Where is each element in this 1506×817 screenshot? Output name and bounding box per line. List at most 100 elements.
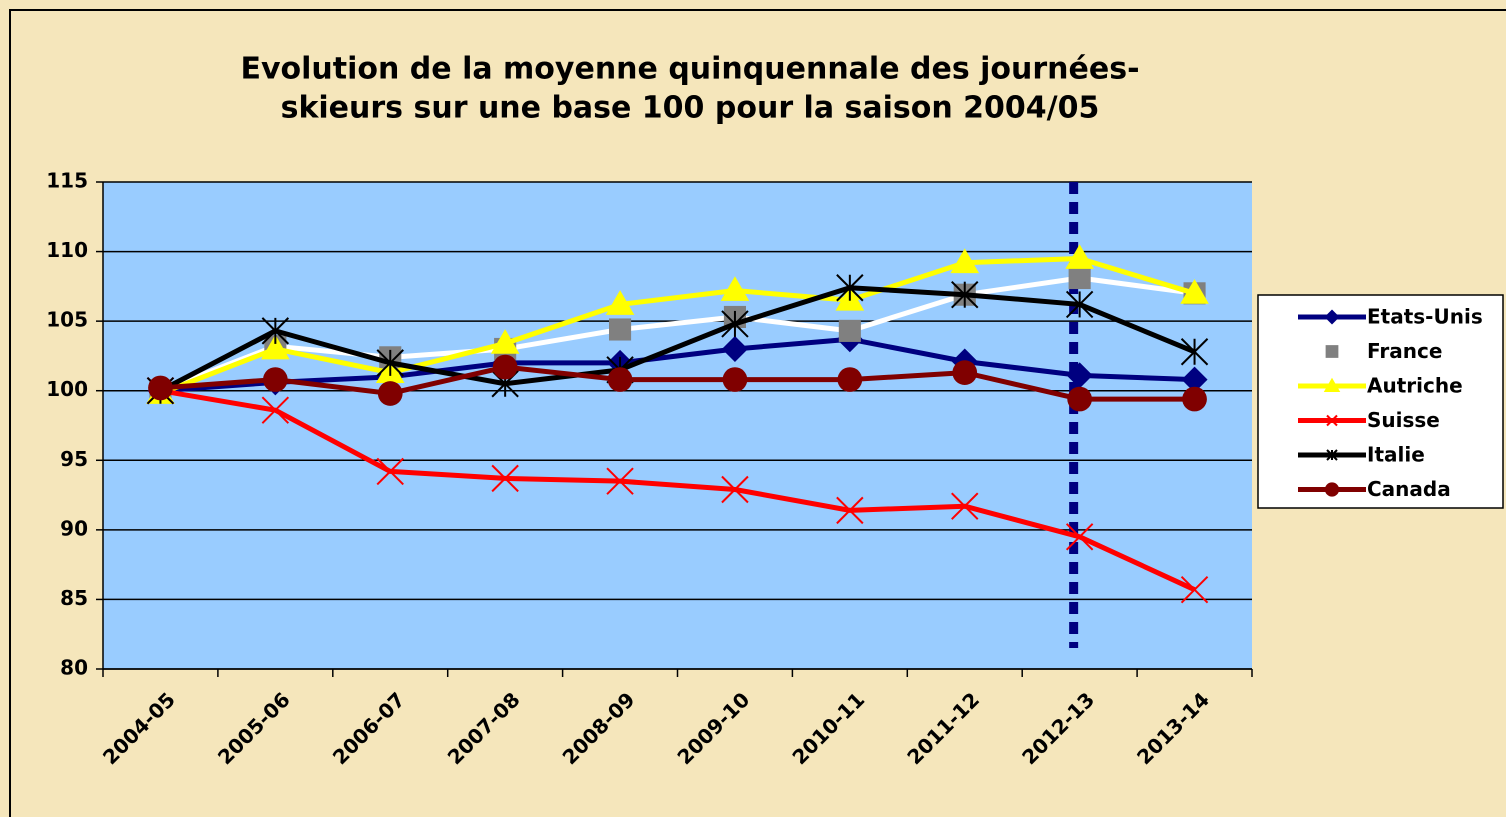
legend-label: Etats-Unis <box>1367 305 1483 329</box>
y-tick-label: 105 <box>46 308 88 332</box>
marker-shape <box>722 367 748 392</box>
marker-shape <box>605 290 635 315</box>
marker <box>376 349 404 377</box>
marker <box>836 496 864 525</box>
marker <box>377 381 403 406</box>
marker <box>951 280 979 309</box>
marker <box>721 335 748 362</box>
marker <box>490 329 520 354</box>
marker-shape <box>606 467 634 495</box>
marker-shape <box>490 329 520 354</box>
marker-shape <box>950 248 980 274</box>
series-line <box>159 256 1196 396</box>
marker-shape <box>261 396 290 424</box>
marker-shape <box>609 318 632 341</box>
marker-shape <box>1326 414 1338 427</box>
series-line <box>160 364 1195 402</box>
marker-shape <box>838 319 861 342</box>
series-line <box>159 275 1195 394</box>
marker-shape <box>1180 279 1209 304</box>
marker <box>1180 575 1209 604</box>
marker <box>951 492 979 520</box>
y-tick-label: 110 <box>46 238 88 262</box>
legend-label: Autriche <box>1367 374 1463 398</box>
marker <box>1181 366 1208 393</box>
marker <box>492 354 518 380</box>
marker-shape <box>1067 386 1092 412</box>
marker <box>721 310 749 338</box>
marker-shape <box>376 457 404 486</box>
marker-shape <box>952 360 978 385</box>
marker <box>721 475 749 504</box>
marker-shape <box>1325 345 1339 358</box>
marker <box>722 367 748 392</box>
chart-title: skieurs sur une base 100 pour la saison … <box>281 91 1100 126</box>
marker <box>837 367 863 392</box>
marker <box>491 464 519 493</box>
marker-shape <box>261 334 290 360</box>
marker-shape <box>491 464 519 493</box>
marker <box>1067 386 1092 412</box>
marker-shape <box>1065 523 1094 551</box>
marker <box>1065 244 1094 269</box>
marker <box>1180 279 1209 304</box>
marker <box>263 367 288 392</box>
marker-shape <box>836 496 864 525</box>
series-line <box>159 285 1196 393</box>
legend <box>1257 294 1504 509</box>
marker-shape <box>1323 377 1341 392</box>
marker <box>952 360 978 385</box>
y-tick-label: 80 <box>60 656 88 680</box>
marker <box>720 276 750 301</box>
marker <box>836 274 864 302</box>
legend-label: France <box>1367 339 1442 363</box>
marker-shape <box>148 375 173 401</box>
marker <box>1065 523 1094 551</box>
y-tick-label: 90 <box>60 516 88 540</box>
marker-shape <box>1066 362 1093 389</box>
marker <box>261 317 290 345</box>
marker <box>261 396 290 424</box>
marker-shape <box>607 367 633 392</box>
marker <box>148 375 173 401</box>
series-line <box>160 388 1196 592</box>
marker <box>1182 386 1207 412</box>
y-tick-label: 95 <box>60 447 88 471</box>
marker-shape <box>721 475 749 504</box>
marker <box>606 467 634 495</box>
plot-area <box>103 182 1252 669</box>
series-line <box>160 336 1195 394</box>
marker-shape <box>263 367 288 392</box>
marker <box>261 334 290 360</box>
marker <box>607 367 633 392</box>
marker <box>1325 345 1339 358</box>
marker <box>1323 377 1341 392</box>
marker-shape <box>1182 386 1207 412</box>
marker-shape <box>1324 309 1340 325</box>
marker <box>1180 338 1209 366</box>
y-tick-label: 85 <box>60 586 88 610</box>
y-tick-label: 115 <box>46 169 88 193</box>
y-tick-label: 100 <box>46 377 88 401</box>
marker <box>376 457 404 486</box>
marker <box>1068 266 1091 290</box>
marker <box>838 319 861 342</box>
marker-shape <box>951 492 979 520</box>
marker-shape <box>1065 244 1094 269</box>
marker <box>1066 362 1093 389</box>
legend-label: Canada <box>1367 477 1451 501</box>
marker <box>605 290 635 315</box>
marker-shape <box>492 354 518 380</box>
marker-shape <box>1180 575 1209 604</box>
marker-shape <box>1181 366 1208 393</box>
marker <box>1065 290 1094 319</box>
marker-shape <box>377 381 403 406</box>
marker-shape <box>1068 266 1091 290</box>
marker <box>1324 309 1340 325</box>
marker-shape <box>1324 482 1340 497</box>
legend-label: Italie <box>1367 443 1425 467</box>
marker-shape <box>720 276 750 301</box>
marker-shape <box>721 335 748 362</box>
